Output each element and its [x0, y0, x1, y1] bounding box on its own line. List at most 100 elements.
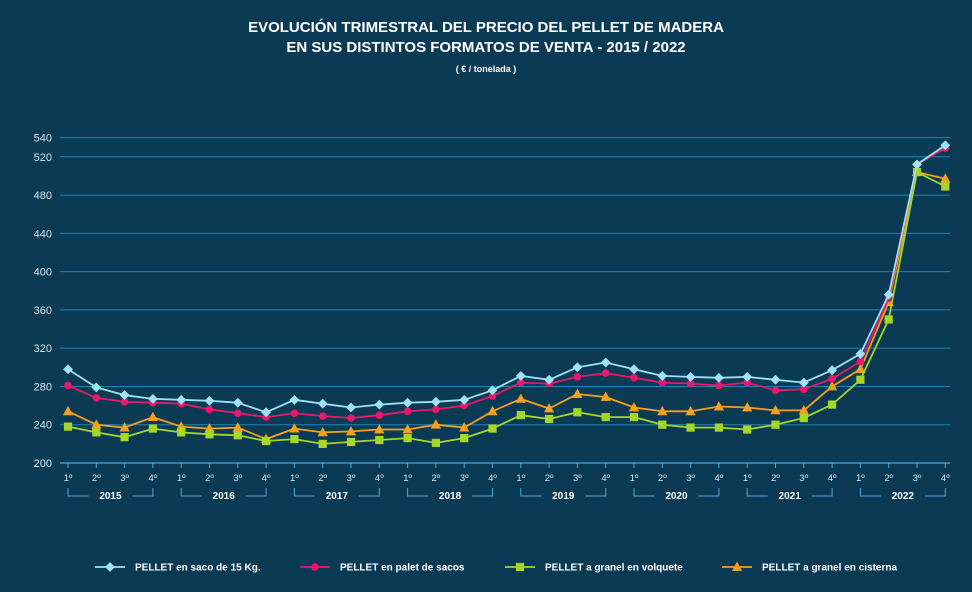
year-label-bg	[428, 488, 473, 502]
y-tick-label: 200	[34, 458, 52, 470]
data-point	[544, 414, 554, 424]
data-point	[515, 370, 526, 381]
year-label: 2019	[552, 491, 575, 502]
data-point	[658, 420, 667, 429]
quarter-label: 1º	[290, 473, 299, 484]
quarter-label: 1º	[403, 473, 412, 484]
legend-item: PELLET en palet de sacos	[300, 563, 465, 574]
data-point	[346, 437, 356, 447]
data-point	[827, 365, 838, 376]
data-point	[742, 371, 753, 382]
data-point	[884, 315, 893, 324]
data-point	[827, 400, 837, 409]
data-point	[600, 391, 611, 401]
data-point	[233, 431, 242, 440]
data-point	[941, 182, 950, 191]
data-point	[290, 434, 299, 444]
data-point	[572, 362, 583, 373]
data-point	[771, 420, 780, 429]
y-tick-label: 540	[34, 133, 52, 145]
data-point	[573, 373, 582, 381]
series-group	[62, 140, 951, 448]
legend-label: PELLET a granel en cisterna	[762, 563, 897, 574]
data-point	[290, 409, 299, 418]
data-point	[432, 405, 440, 414]
data-point	[572, 388, 583, 399]
quarter-label: 1º	[64, 473, 73, 484]
data-point	[318, 439, 327, 448]
year-label: 2015	[99, 491, 122, 502]
data-point	[742, 402, 753, 412]
data-point	[912, 159, 922, 170]
data-point	[205, 430, 214, 439]
data-point	[430, 396, 441, 407]
data-point	[515, 393, 526, 403]
series-line	[67, 147, 946, 419]
data-point	[234, 409, 242, 418]
data-point	[147, 393, 158, 404]
chart-title-line1: EVOLUCIÓN TRIMESTRAL DEL PRECIO DEL PELL…	[248, 18, 724, 36]
year-label: 2018	[439, 491, 462, 502]
quarter-label: 4º	[375, 473, 384, 484]
data-point	[402, 397, 413, 408]
data-point	[375, 435, 384, 445]
data-point	[92, 394, 101, 402]
quarter-label: 2º	[545, 473, 554, 484]
data-point	[431, 438, 441, 448]
data-point	[488, 424, 497, 433]
year-label: 2022	[892, 491, 915, 502]
data-point	[940, 140, 951, 151]
data-point	[317, 426, 328, 437]
year-label: 2020	[665, 491, 688, 502]
data-point	[743, 425, 752, 434]
data-point	[685, 371, 696, 382]
quarter-label: 2º	[884, 473, 893, 484]
data-point	[347, 414, 355, 422]
series-line	[67, 171, 946, 445]
quarter-label: 1º	[743, 473, 752, 484]
y-tick-label: 440	[34, 228, 52, 240]
data-point	[261, 407, 272, 418]
quarter-label: 3º	[573, 473, 582, 484]
quarter-label: 4º	[828, 473, 837, 484]
year-label-bg	[201, 488, 246, 502]
year-label-bg	[767, 488, 812, 502]
data-point	[855, 363, 866, 374]
quarter-label: 2º	[318, 473, 327, 484]
quarter-label: 1º	[177, 473, 186, 484]
data-point	[318, 412, 327, 420]
legend-label: PELLET en palet de sacos	[340, 563, 465, 574]
series-2	[64, 144, 950, 422]
chart-subtitle: ( € / tonelada )	[456, 64, 517, 74]
series-line	[67, 144, 946, 414]
quarter-label: 3º	[460, 473, 469, 484]
quarter-label: 4º	[601, 473, 610, 484]
data-point	[261, 436, 271, 446]
data-point	[487, 405, 498, 416]
data-point	[119, 422, 130, 432]
data-point	[713, 401, 725, 411]
data-point	[63, 364, 73, 375]
data-point	[601, 369, 610, 377]
quarter-label: 1º	[856, 473, 865, 484]
year-label: 2016	[213, 491, 236, 502]
series-line	[67, 171, 946, 441]
data-point	[176, 394, 187, 405]
data-point	[205, 405, 214, 414]
quarter-label: 3º	[913, 473, 922, 484]
quarter-label: 1º	[630, 473, 639, 484]
data-point	[628, 402, 640, 412]
quarter-label: 4º	[715, 473, 724, 484]
data-point	[657, 370, 668, 381]
quarter-label: 2º	[771, 473, 780, 484]
y-tick-label: 320	[34, 343, 52, 355]
data-point	[883, 289, 894, 300]
year-label-bg	[314, 488, 359, 502]
data-point	[403, 407, 412, 416]
data-point	[855, 348, 866, 359]
x-axis: 1º 2º 3º 4º 1º 2º 3º 4º 1º 2º 3º 4º 1º 2º 3º 4º 1º 2º 3º 4º…	[64, 463, 950, 502]
data-point	[715, 381, 723, 390]
data-point	[770, 404, 781, 415]
quarter-label: 2º	[432, 473, 441, 484]
quarter-label: 3º	[120, 473, 129, 484]
